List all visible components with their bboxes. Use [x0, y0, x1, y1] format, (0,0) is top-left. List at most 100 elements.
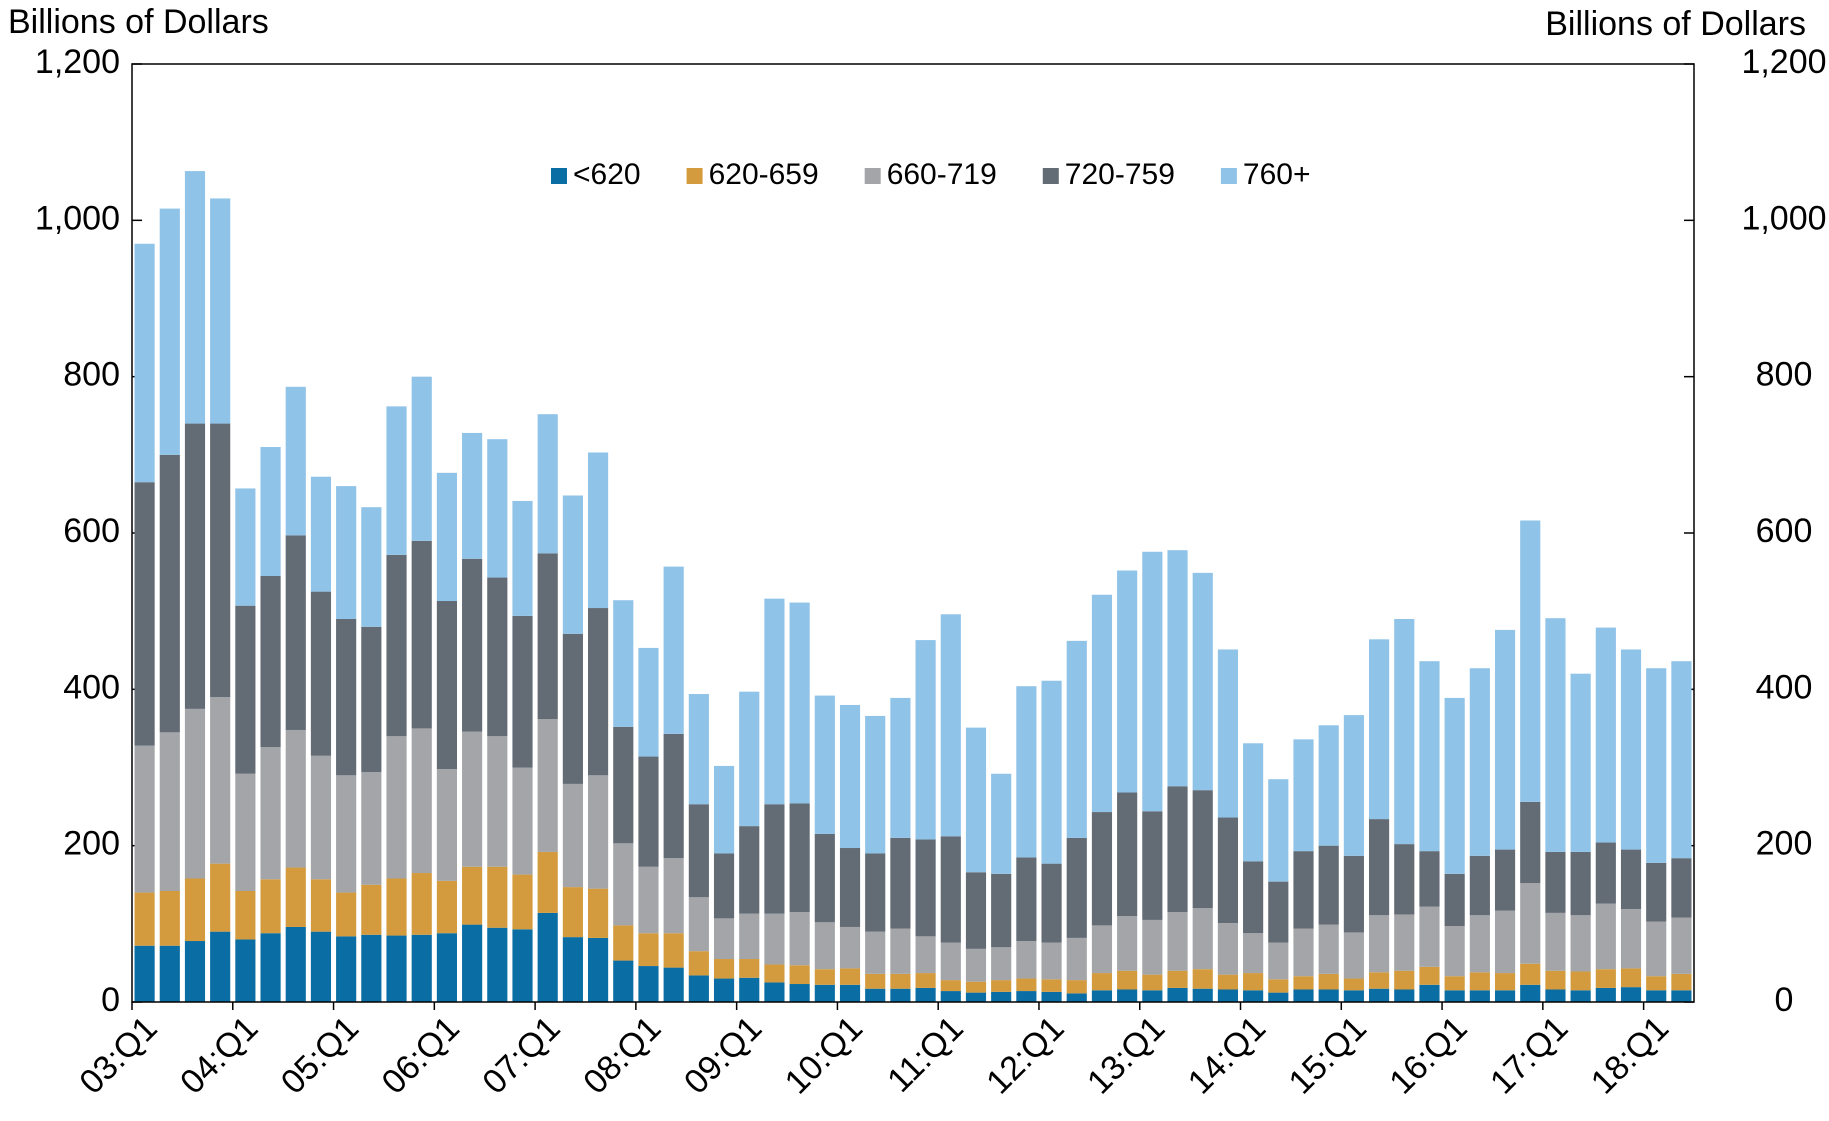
bar-segment: [1268, 779, 1289, 882]
bar-segment: [1243, 743, 1264, 862]
bar-segment: [1494, 629, 1516, 850]
bar-segment: [638, 933, 659, 967]
bar-segment: [1620, 849, 1642, 909]
bar-segment: [915, 640, 936, 840]
bar-segment: [1444, 990, 1465, 1002]
bar-segment: [1369, 915, 1390, 973]
bar-segment: [688, 804, 709, 898]
bar-segment: [1217, 989, 1238, 1002]
bar-segment: [562, 495, 583, 634]
bar-segment: [361, 884, 382, 935]
bar-segment: [462, 558, 483, 732]
x-tick-label: 17:Q1: [1483, 1009, 1575, 1101]
bar-segment: [562, 633, 583, 784]
bar-segment: [1620, 908, 1642, 969]
bar-segment: [1369, 819, 1390, 916]
bar-segment: [512, 500, 533, 616]
y2-tick-label: 600: [1756, 512, 1813, 550]
bar-segment: [1091, 990, 1113, 1002]
bar-segment: [1091, 973, 1113, 991]
bar-segment: [1570, 851, 1591, 916]
bar-segment: [613, 960, 634, 1002]
bar-segment: [865, 988, 886, 1002]
x-tick-label: 09:Q1: [677, 1009, 769, 1101]
bar-segment: [537, 912, 558, 1002]
bar-segment: [1570, 990, 1591, 1002]
bar-segment: [613, 925, 634, 961]
bar-segment: [1117, 570, 1138, 793]
bar-segment: [991, 991, 1012, 1002]
bar-segment: [1293, 989, 1314, 1002]
bar-segment: [537, 553, 558, 720]
x-tick-label: 04:Q1: [173, 1009, 265, 1101]
bar-segment: [336, 486, 357, 619]
bar-segment: [890, 837, 911, 929]
legend-label: 620-659: [709, 158, 819, 191]
bar-segment: [1469, 915, 1490, 973]
bar-segment: [890, 988, 911, 1002]
bar-segment: [1545, 970, 1566, 990]
bar-segment: [411, 934, 432, 1002]
bar-segment: [310, 591, 332, 756]
bar-segment: [789, 965, 810, 985]
bar-segment: [1394, 989, 1415, 1002]
bar-segment: [1646, 921, 1667, 977]
legend-swatch: [1220, 168, 1237, 184]
bar-segment: [1268, 979, 1289, 993]
bar-segment: [134, 892, 155, 946]
bar-segment: [1243, 861, 1264, 934]
y2-tick-label: 400: [1756, 668, 1813, 706]
bar-segment: [1545, 618, 1566, 852]
bar-segment: [184, 708, 206, 879]
bar-segment: [915, 839, 936, 937]
bar-segment: [159, 945, 180, 1002]
bar-segment: [436, 601, 457, 770]
bar-segment: [411, 873, 432, 935]
bar-segment: [1066, 993, 1087, 1002]
bar-segment: [1671, 858, 1692, 918]
bar-segment: [436, 472, 457, 602]
bar-segment: [890, 973, 911, 989]
bar-segment: [1620, 987, 1642, 1002]
bar-segment: [260, 933, 281, 1002]
bar-segment: [1167, 550, 1188, 787]
bar-segment: [436, 769, 457, 881]
bar-segment: [1041, 680, 1062, 864]
bar-segment: [940, 991, 961, 1002]
bar-segment: [411, 540, 432, 729]
bar-segment: [512, 874, 533, 930]
bar-segment: [713, 765, 735, 854]
bar-segment: [1091, 812, 1113, 926]
bar-segment: [1419, 661, 1440, 852]
bar-segment: [285, 729, 306, 868]
bar-segment: [1494, 973, 1516, 991]
bar-segment: [588, 608, 609, 776]
bar-segment: [814, 695, 835, 834]
bar-segment: [285, 386, 306, 536]
bar-segment: [1142, 919, 1163, 975]
bar-segment: [1117, 916, 1138, 971]
bar-segment: [915, 936, 936, 974]
y2-tick-label: 0: [1775, 981, 1794, 1019]
bar-segment: [1570, 673, 1591, 852]
x-tick-label: 13:Q1: [1080, 1009, 1172, 1101]
y-tick-label: 800: [63, 356, 120, 394]
bar-segment: [739, 913, 760, 960]
y2-tick-label: 800: [1756, 356, 1813, 394]
bar-segment: [310, 879, 332, 932]
bar-segment: [1595, 969, 1616, 988]
bar-segment: [285, 535, 306, 730]
bar-segment: [1192, 908, 1213, 970]
bar-segment: [1570, 971, 1591, 991]
bar-segment: [361, 934, 382, 1002]
bar-segment: [663, 967, 684, 1002]
bar-segment: [915, 987, 936, 1002]
bar-segment: [336, 775, 357, 893]
bar-segment: [1318, 973, 1339, 990]
bar-segment: [386, 935, 407, 1002]
bar-segment: [638, 866, 659, 934]
bar-segment: [1595, 987, 1616, 1002]
bar-segment: [1520, 883, 1541, 964]
bar-segment: [361, 626, 382, 773]
bar-segment: [235, 488, 256, 606]
